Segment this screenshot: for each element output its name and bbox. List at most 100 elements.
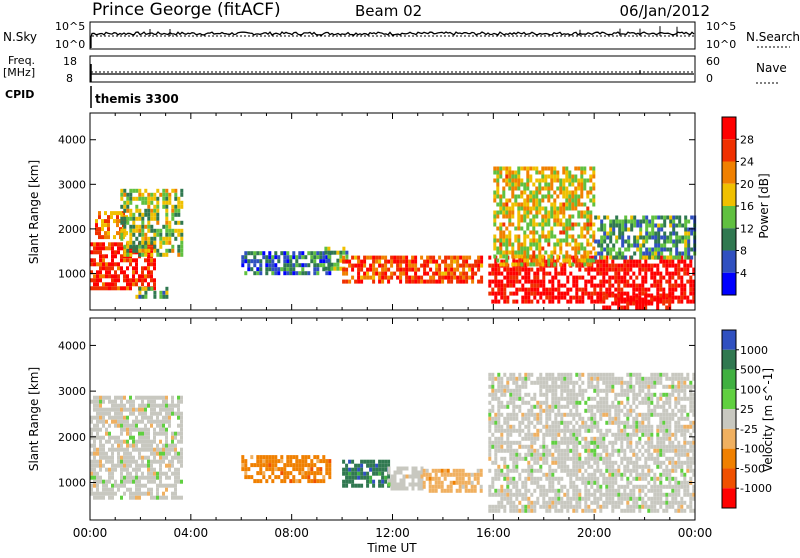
echo-cell [599,413,602,417]
echo-cell [280,467,283,471]
echo-cell [659,393,662,397]
echo-cell [153,229,156,233]
echo-cell [587,473,590,477]
echo-cell [162,237,165,241]
echo-cell [171,436,174,440]
echo-cell [493,171,496,175]
echo-cell [602,437,605,441]
echo-cell [488,425,491,429]
echo-cell [572,284,575,288]
echo-cell [551,501,554,505]
echo-cell [590,441,593,445]
echo-cell [515,393,518,397]
echo-cell [638,457,641,461]
echo-cell [569,300,572,304]
echo-cell [319,471,322,475]
echo-cell [515,469,518,473]
echo-cell [465,276,468,280]
echo-cell [596,505,599,509]
echo-cell [589,251,592,255]
echo-cell [632,493,635,497]
echo-cell [671,445,674,449]
echo-cell [620,433,623,437]
echo-cell [689,300,692,304]
echo-cell [575,292,578,296]
echo-cell [259,259,262,263]
echo-cell [641,284,644,288]
echo-cell [518,493,521,497]
echo-cell [632,509,635,513]
echo-cell [605,381,608,385]
echo-cell [506,389,509,393]
echo-cell [274,467,277,471]
echo-cell [462,477,465,481]
echo-cell [515,389,518,393]
echo-cell [105,262,108,266]
echo-cell [177,440,180,444]
echo-cell [375,256,378,260]
echo-cell [174,488,177,492]
echo-cell [301,459,304,463]
echo-cell [554,441,557,445]
echo-cell [577,211,580,215]
echo-cell [677,276,680,280]
echo-cell [153,452,156,456]
echo-cell [575,457,578,461]
echo-cell [111,246,114,250]
echo-cell [677,493,680,497]
echo-cell [650,284,653,288]
echo-cell [539,401,542,405]
echo-cell [322,455,325,459]
echo-cell [150,496,153,500]
echo-cell [606,244,609,248]
echo-cell [138,496,141,500]
echo-cell [363,476,366,480]
echo-cell [153,476,156,480]
echo-cell [159,448,162,452]
echo-cell [500,296,503,300]
echo-cell [456,276,459,280]
echo-cell [572,405,575,409]
echo-cell [283,475,286,479]
echo-cell [99,456,102,460]
echo-cell [126,460,129,464]
echo-cell [310,467,313,471]
echo-cell [378,468,381,472]
echo-cell [632,453,635,457]
echo-cell [499,195,502,199]
echo-cell [518,429,521,433]
echo-cell [533,276,536,280]
echo-cell [159,452,162,456]
echo-cell [580,243,583,247]
echo-cell [438,477,441,481]
echo-cell [672,232,675,236]
echo-cell [378,484,381,488]
echo-cell [509,501,512,505]
echo-cell [518,373,521,377]
echo-cell [614,302,617,306]
echo-cell [520,263,523,267]
echo-cell [656,425,659,429]
echo-cell [653,405,656,409]
echo-cell [617,298,620,302]
echo-cell [639,228,642,232]
echo-cell [521,413,524,417]
echo-cell [635,477,638,481]
cpid-label: CPID [5,88,34,101]
echo-cell [551,445,554,449]
echo-cell [665,393,668,397]
echo-cell [533,501,536,505]
echo-cell [480,473,483,477]
echo-cell [635,429,638,433]
echo-cell [542,433,545,437]
echo-cell [111,262,114,266]
echo-cell [656,264,659,268]
echo-cell [550,251,553,255]
echo-cell [144,295,147,299]
echo-cell [535,223,538,227]
echo-cell [677,485,680,489]
echo-cell [572,425,575,429]
echo-cell [629,505,632,509]
echo-cell [156,229,159,233]
echo-cell [162,472,165,476]
